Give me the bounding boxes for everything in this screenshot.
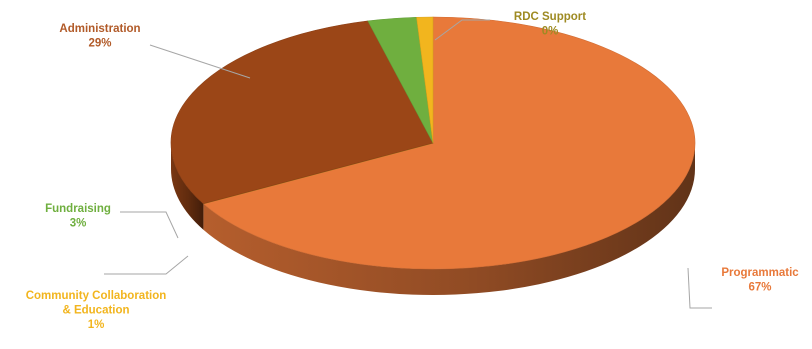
pie-side-administration [171, 143, 204, 230]
label-programmatic: Programmatic 67% [687, 267, 799, 309]
label-administration: Administration 29% [59, 23, 251, 79]
leader-line-rdc-support [434, 19, 490, 41]
leader-line-fundraising [120, 211, 179, 239]
pie-slice-administration [170, 20, 434, 205]
label-name-community-collaboration-education: Community Collaboration [26, 290, 167, 302]
label-pct-rdc-support: 0% [542, 26, 559, 38]
label-community-collaboration-education: Community Collaboration & Education 1% [26, 255, 189, 331]
pie-slice-programmatic [202, 16, 696, 270]
label-name-programmatic: Programmatic [721, 267, 799, 279]
label-pct-administration: 29% [88, 38, 111, 50]
label-pct-programmatic: 67% [748, 282, 771, 294]
label-pct-fundraising: 3% [70, 218, 87, 230]
label-name-community-collaboration-education: & Education [62, 305, 129, 317]
label-fundraising: Fundraising 3% [45, 203, 179, 239]
label-name-administration: Administration [59, 23, 140, 35]
pie-side-programmatic [203, 143, 695, 295]
leader-line-programmatic [687, 267, 712, 309]
leader-line-administration [149, 44, 251, 79]
pie-slice-community-collaboration-education [416, 16, 434, 144]
label-rdc-support: RDC Support 0% [434, 11, 586, 41]
label-name-rdc-support: RDC Support [514, 11, 586, 23]
label-name-fundraising: Fundraising [45, 203, 111, 215]
leader-line-community-collaboration-education [104, 255, 189, 275]
label-pct-community-collaboration-education: 1% [88, 319, 105, 331]
